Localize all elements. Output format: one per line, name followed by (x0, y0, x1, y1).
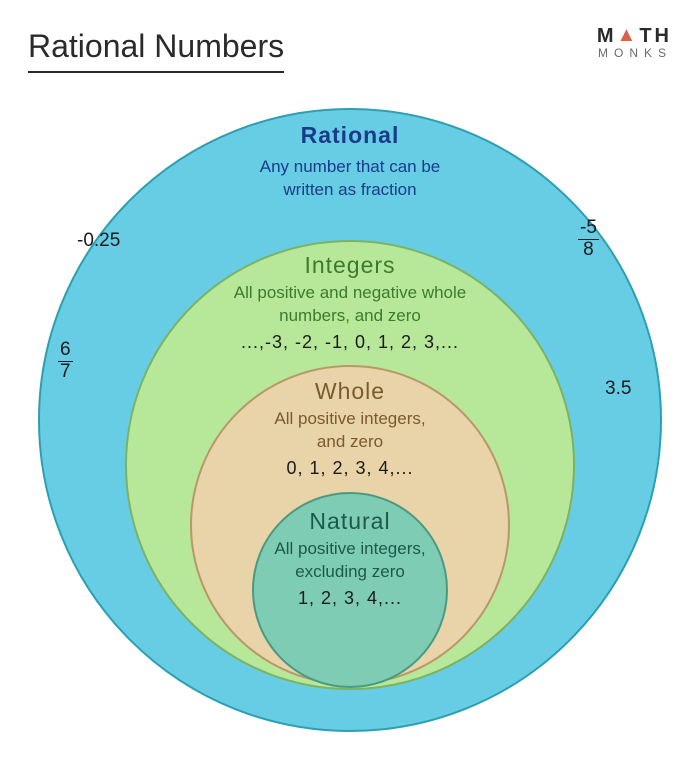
logo-top: M▲TH (597, 25, 672, 48)
fraction-neg5-8: -5 8 (578, 218, 599, 261)
logo-m: M (597, 25, 617, 47)
natural-examples: 1, 2, 3, 4,... (0, 588, 700, 609)
frac-num: 6 (58, 340, 73, 362)
label-neg025: -0.25 (77, 230, 120, 252)
label-neg5-8: -5 8 (578, 218, 599, 261)
brand-logo: M▲TH MONKS (597, 25, 672, 60)
fraction-6-7: 6 7 (58, 340, 73, 383)
natural-desc: All positive integers, excluding zero (262, 538, 438, 584)
venn-diagram: Rational Any number that can be written … (0, 100, 700, 760)
frac-den: 7 (58, 362, 73, 383)
rational-title: Rational (0, 122, 700, 149)
integers-desc: All positive and negative whole numbers,… (228, 282, 472, 328)
logo-sub: MONKS (597, 46, 672, 60)
frac-num: -5 (578, 218, 599, 240)
whole-desc: All positive integers, and zero (262, 408, 438, 454)
page-title: Rational Numbers (28, 28, 284, 73)
whole-examples: 0, 1, 2, 3, 4,... (0, 458, 700, 479)
natural-title: Natural (0, 508, 700, 535)
rational-desc: Any number that can be written as fracti… (240, 156, 460, 202)
logo-triangle-icon: ▲ (617, 24, 640, 47)
integers-examples: ...,-3, -2, -1, 0, 1, 2, 3,... (0, 332, 700, 353)
whole-title: Whole (0, 378, 700, 405)
frac-den: 8 (578, 240, 599, 261)
label-3-5: 3.5 (605, 378, 631, 400)
label-6-7: 6 7 (58, 340, 73, 383)
logo-th: TH (639, 25, 672, 47)
